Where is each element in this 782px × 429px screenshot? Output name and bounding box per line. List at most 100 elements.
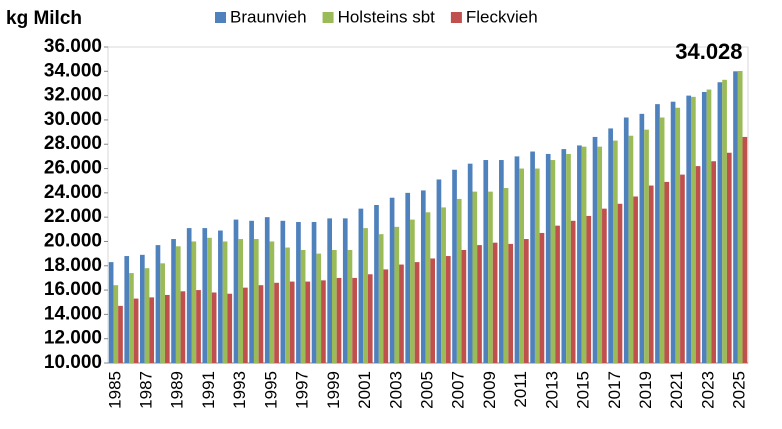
y-tick-label: 30.000 xyxy=(44,109,102,130)
bar xyxy=(238,239,244,363)
bar xyxy=(124,256,130,363)
bar xyxy=(539,232,545,363)
bar xyxy=(280,220,286,363)
legend-label: Braunvieh xyxy=(230,7,307,26)
bar xyxy=(737,70,743,364)
bar xyxy=(706,89,712,364)
bar xyxy=(160,263,165,363)
bar xyxy=(628,135,634,363)
y-tick-label: 28.000 xyxy=(44,133,102,154)
bar xyxy=(196,290,201,363)
x-tick-label: 2011 xyxy=(511,371,530,408)
bar xyxy=(243,287,248,363)
bar xyxy=(378,234,384,363)
bar xyxy=(274,282,279,363)
bar xyxy=(342,218,348,363)
bar xyxy=(425,212,431,363)
bar xyxy=(264,217,270,363)
bar xyxy=(664,181,670,363)
bar xyxy=(545,153,551,363)
y-axis-label: kg Milch xyxy=(6,8,82,29)
y-tick-label: 24.000 xyxy=(44,182,102,203)
bar xyxy=(550,160,556,363)
bar xyxy=(296,222,301,363)
y-tick-label: 36.000 xyxy=(44,36,102,57)
bar xyxy=(659,117,665,363)
x-tick-label: 2005 xyxy=(417,371,436,409)
bar xyxy=(389,197,395,363)
bar xyxy=(608,128,613,363)
bar xyxy=(581,146,587,363)
bar xyxy=(612,140,618,363)
bar xyxy=(191,241,197,363)
bar xyxy=(383,269,389,363)
bar xyxy=(336,277,342,363)
x-tick-label: 2019 xyxy=(636,371,655,409)
bar xyxy=(249,220,254,363)
y-tick-label: 18.000 xyxy=(44,255,102,276)
bar xyxy=(222,241,228,363)
x-tick-label: 1995 xyxy=(261,371,280,409)
bar xyxy=(530,151,535,363)
bar xyxy=(561,149,567,363)
bar xyxy=(305,281,311,363)
x-tick-label: 1999 xyxy=(324,371,343,409)
bar xyxy=(508,243,514,363)
bar xyxy=(347,249,353,363)
bar xyxy=(436,179,442,363)
bar xyxy=(492,242,498,363)
bar xyxy=(570,220,576,363)
bar xyxy=(108,262,114,363)
bar xyxy=(602,208,607,363)
bar xyxy=(405,192,411,363)
bar xyxy=(129,273,134,363)
bar xyxy=(686,95,692,363)
bar xyxy=(186,228,192,363)
bar xyxy=(555,225,560,363)
bar xyxy=(233,219,239,363)
legend-swatch xyxy=(215,12,226,23)
bar xyxy=(144,268,150,363)
bar xyxy=(733,71,738,364)
bar xyxy=(441,207,446,363)
x-tick-label: 1993 xyxy=(230,371,249,409)
bar xyxy=(253,239,259,363)
x-tick-label: 1991 xyxy=(199,371,218,409)
bar xyxy=(503,187,509,363)
bar xyxy=(211,292,217,363)
bar xyxy=(171,239,176,363)
bar xyxy=(149,297,155,363)
y-tick-label: 26.000 xyxy=(44,158,102,179)
bar xyxy=(488,191,493,363)
y-tick-label: 16.000 xyxy=(44,279,102,300)
bar xyxy=(332,249,337,363)
bar xyxy=(519,168,524,363)
bar xyxy=(316,253,322,363)
bar xyxy=(202,228,208,363)
x-tick-label: 2001 xyxy=(355,371,374,409)
bar xyxy=(420,190,426,363)
x-tick-label: 2017 xyxy=(605,371,624,409)
y-tick-label: 12.000 xyxy=(44,328,102,349)
x-tick-label: 2023 xyxy=(698,371,717,409)
bar xyxy=(680,174,685,363)
y-tick-label: 32.000 xyxy=(44,85,102,106)
bar xyxy=(592,136,598,363)
y-tick-label: 20.000 xyxy=(44,230,102,251)
bar xyxy=(670,101,676,363)
bar xyxy=(566,153,571,363)
x-tick-label: 2015 xyxy=(574,371,593,409)
y-tick-label: 34.000 xyxy=(44,60,102,81)
bar xyxy=(289,281,295,363)
bar xyxy=(430,258,436,363)
bar xyxy=(180,291,186,363)
bar xyxy=(461,249,467,363)
y-tick-label: 10.000 xyxy=(44,352,102,373)
bar xyxy=(722,79,727,364)
bar xyxy=(414,262,420,363)
bar xyxy=(258,285,264,363)
bar xyxy=(711,161,716,363)
bar xyxy=(175,246,181,363)
